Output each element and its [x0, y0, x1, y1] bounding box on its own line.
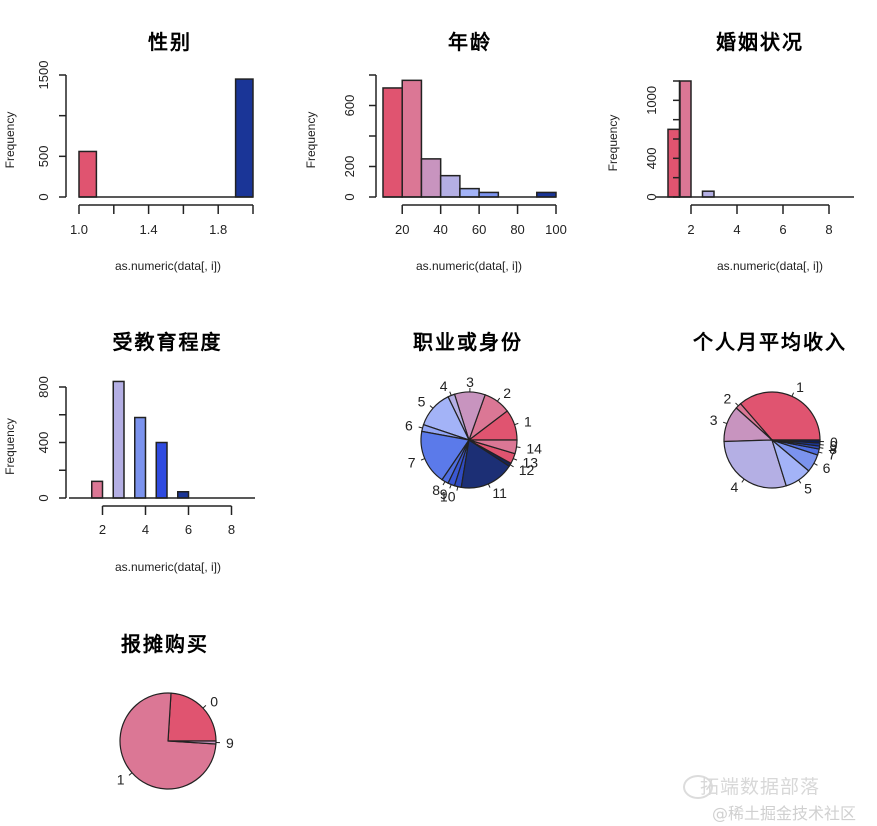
svg-text:4: 4 — [142, 522, 149, 537]
chart-panel-education: 受教育程度 0 400 800 2 4 6 8 as.numeric(data[, i]) Fr… — [3, 330, 255, 574]
svg-text:as.numeric(data[, i]): as.numeric(data[, i]) — [115, 259, 221, 273]
svg-text:0: 0 — [342, 193, 357, 200]
chart-title: 受教育程度 — [112, 330, 223, 354]
svg-text:2: 2 — [99, 522, 106, 537]
pie-slice — [468, 439, 518, 455]
svg-text:60: 60 — [472, 222, 486, 237]
svg-text:200: 200 — [342, 156, 357, 178]
svg-text:3: 3 — [466, 374, 474, 390]
pie-slice — [167, 692, 217, 742]
histogram-marital: 0 400 1000 2 4 6 8 as.numeric(data[, i]) Frequen… — [606, 80, 854, 273]
chart-title: 个人月平均收入 — [693, 330, 847, 354]
chart-title: 性别 — [148, 30, 192, 54]
svg-text:6: 6 — [405, 417, 413, 433]
svg-text:4: 4 — [733, 222, 740, 237]
svg-text:Frequency: Frequency — [3, 418, 17, 475]
svg-text:8: 8 — [825, 222, 832, 237]
svg-text:9: 9 — [830, 438, 838, 454]
svg-text:500: 500 — [36, 145, 51, 167]
svg-text:400: 400 — [36, 432, 51, 454]
svg-text:1000: 1000 — [644, 86, 659, 115]
svg-text:4: 4 — [731, 479, 739, 495]
svg-text:0: 0 — [210, 693, 218, 709]
svg-text:as.numeric(data[, i]): as.numeric(data[, i]) — [416, 259, 522, 273]
svg-text:2: 2 — [503, 385, 511, 401]
svg-text:0: 0 — [644, 193, 659, 200]
chart-title: 报摊购买 — [121, 632, 209, 656]
chart-title: 职业或身份 — [413, 330, 523, 354]
svg-text:2: 2 — [687, 222, 694, 237]
svg-text:1: 1 — [117, 771, 125, 787]
histogram-age: 0 200 600 20 40 60 80 100 as.numeric(data[, i]) F… — [304, 74, 567, 273]
svg-text:0: 0 — [36, 193, 51, 200]
svg-text:1.0: 1.0 — [70, 222, 88, 237]
svg-text:11: 11 — [492, 485, 507, 501]
svg-text:7: 7 — [408, 454, 416, 470]
pie-slice — [167, 740, 217, 745]
svg-text:4: 4 — [440, 378, 448, 394]
svg-text:100: 100 — [545, 222, 567, 237]
chart-panel-gender: 性别 0 500 1500 1.0 1.4 1.8 as.numeric(data[, i]… — [0, 0, 290, 300]
chart-panel-occupation: 职业或身份 1 2 3 4 5 6 7 8 9 10 11 12 13 14 — [405, 330, 542, 504]
histogram-gender: 0 500 1500 1.0 1.4 1.8 as.numeric(data[, i]) Fr… — [3, 61, 254, 273]
chart-title: 年龄 — [448, 30, 492, 54]
svg-text:Frequency: Frequency — [3, 112, 17, 169]
wechat-icon — [683, 775, 713, 799]
svg-text:1: 1 — [524, 413, 532, 429]
svg-text:800: 800 — [36, 376, 51, 398]
svg-text:20: 20 — [395, 222, 409, 237]
svg-text:2: 2 — [724, 391, 732, 407]
watermark-line2: @稀土掘金技术社区 — [712, 804, 857, 823]
pie-slice — [771, 439, 821, 444]
svg-text:8: 8 — [228, 522, 235, 537]
watermark-line1: 拓端数据部落 — [700, 776, 821, 798]
svg-text:7: 7 — [828, 447, 836, 463]
svg-text:5: 5 — [418, 394, 426, 410]
svg-text:Frequency: Frequency — [606, 115, 620, 172]
svg-text:6: 6 — [185, 522, 192, 537]
svg-text:14: 14 — [526, 440, 542, 456]
svg-text:6: 6 — [823, 460, 831, 476]
svg-text:0: 0 — [830, 434, 838, 450]
svg-text:1: 1 — [796, 379, 804, 395]
svg-text:8: 8 — [829, 441, 837, 457]
chart-panel-age: 年龄 0 200 600 20 40 60 80 100 as.numeric(data[, i… — [0, 0, 877, 300]
svg-text:0: 0 — [36, 494, 51, 501]
svg-text:400: 400 — [644, 147, 659, 169]
pie-slice — [723, 439, 788, 489]
svg-text:5: 5 — [804, 480, 812, 496]
svg-text:Frequency: Frequency — [304, 112, 318, 169]
svg-text:9: 9 — [440, 486, 448, 502]
svg-text:8: 8 — [432, 482, 440, 498]
histogram-education: 0 400 800 2 4 6 8 as.numeric(data[, i]) Frequenc… — [3, 376, 255, 574]
svg-text:1500: 1500 — [36, 61, 51, 90]
svg-text:1.8: 1.8 — [209, 222, 227, 237]
chart-panel-marital: 婚姻状况 0 400 1000 2 4 6 8 as.numeric(data[, i]) Fr… — [0, 0, 877, 300]
svg-text:3: 3 — [710, 412, 718, 428]
svg-text:13: 13 — [522, 454, 538, 470]
svg-text:as.numeric(data[, i]): as.numeric(data[, i]) — [717, 259, 823, 273]
chart-title: 婚姻状况 — [716, 30, 804, 54]
svg-text:10: 10 — [440, 488, 456, 504]
svg-text:600: 600 — [342, 95, 357, 117]
svg-text:6: 6 — [779, 222, 786, 237]
svg-text:9: 9 — [226, 735, 234, 751]
svg-text:1.4: 1.4 — [140, 222, 158, 237]
pie-slice — [739, 391, 821, 441]
svg-text:as.numeric(data[, i]): as.numeric(data[, i]) — [115, 560, 221, 574]
svg-text:80: 80 — [510, 222, 524, 237]
svg-text:40: 40 — [433, 222, 447, 237]
svg-text:12: 12 — [519, 462, 535, 478]
